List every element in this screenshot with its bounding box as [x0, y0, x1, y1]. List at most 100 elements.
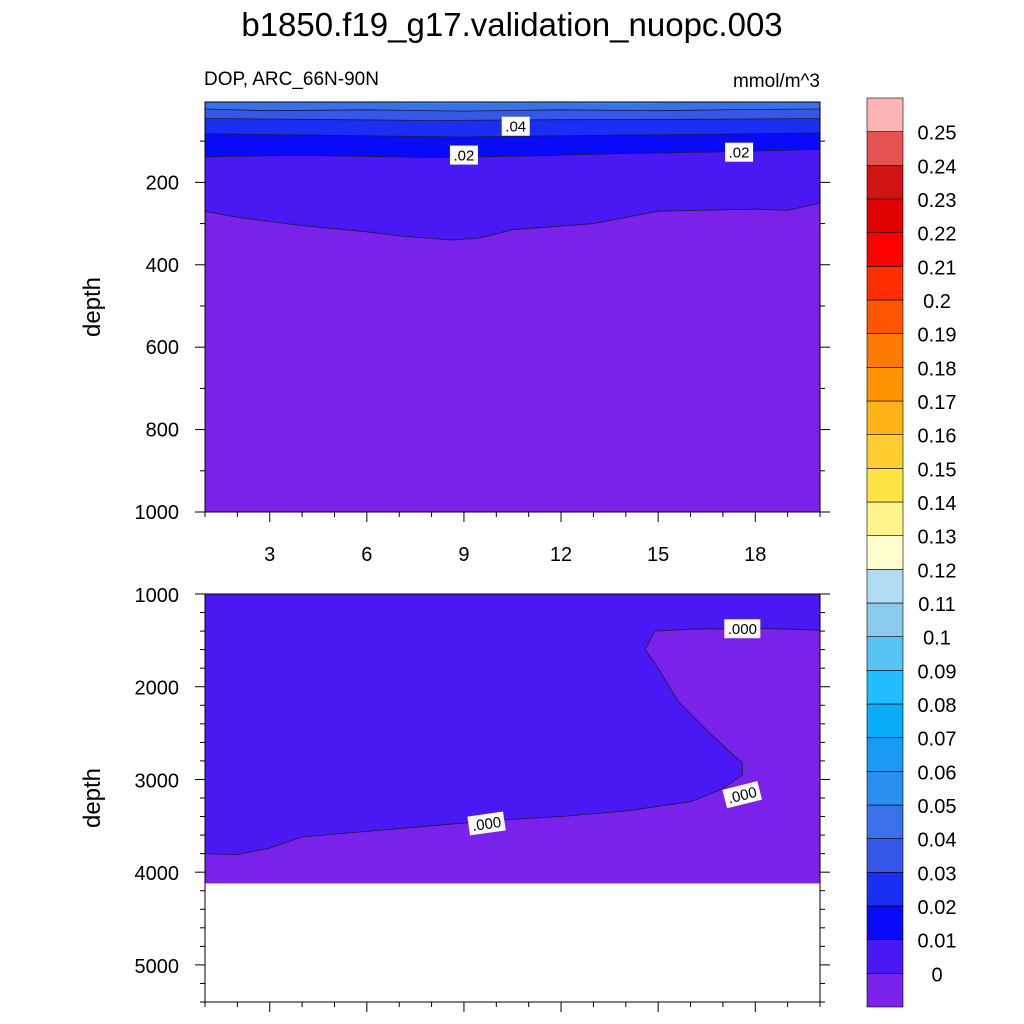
colorbar-label: 0	[931, 964, 942, 986]
colorbar-label: 0.09	[918, 661, 957, 683]
upper-contour-line-1	[204, 202, 821, 241]
colorbar-swatch	[866, 333, 904, 368]
upper-contour-label: .02	[454, 148, 475, 165]
colorbar-swatch	[866, 468, 904, 503]
colorbar-label: 0.25	[918, 123, 957, 145]
upper-xtick-label: 6	[361, 544, 372, 566]
figure-title: b1850.f19_g17.validation_nuopc.003	[241, 6, 782, 43]
colorbar-label: 0.2	[923, 291, 951, 313]
colorbar-swatch	[866, 232, 904, 267]
upper-xtick-label: 18	[744, 544, 766, 566]
colorbar-label: 0.01	[918, 931, 957, 953]
upper-xtick-label: 3	[264, 544, 275, 566]
upper-ytick-label: 800	[146, 420, 179, 442]
colorbar-label: 0.16	[918, 426, 957, 448]
upper-xtick-label: 12	[550, 544, 572, 566]
colorbar-label: 0.22	[918, 224, 957, 246]
upper-ytick-label: 200	[146, 172, 179, 194]
lower-contour-label-group: .000	[467, 811, 506, 836]
colorbar-label: 0.02	[918, 897, 957, 919]
colorbar-label: 0.13	[918, 527, 957, 549]
lower-contour-label-group: .000	[722, 781, 762, 809]
colorbar-label: 0.07	[918, 729, 957, 751]
colorbar-label: 0.19	[918, 325, 957, 347]
colorbar-swatch	[866, 872, 904, 907]
lower-zero-contour-line	[204, 627, 821, 856]
colorbar-swatch	[866, 97, 904, 132]
upper-contour-panel: 200 400 600 800 1000 3 6 9 12 15 18 depth .04 .02 .02	[79, 101, 830, 566]
upper-xtick-label: 9	[458, 544, 469, 566]
colorbar-label: 0.12	[918, 560, 957, 582]
upper-contour-line-3	[204, 132, 821, 138]
upper-contour-label-box	[501, 116, 530, 136]
upper-xtick-label: 15	[647, 544, 669, 566]
colorbar-label: 0.04	[918, 830, 957, 852]
upper-contour-label-box	[449, 145, 478, 165]
colorbar-swatch	[866, 737, 904, 772]
colorbar-label: 0.23	[918, 190, 957, 212]
upper-contour-line-4	[204, 118, 821, 121]
colorbar-swatch	[866, 501, 904, 536]
colorbar-label: 0.17	[918, 392, 957, 414]
colorbar-swatch	[866, 198, 904, 233]
upper-ytick-label: 400	[146, 255, 179, 277]
colorbar-swatch	[866, 804, 904, 839]
lower-contour-label: .000	[726, 784, 758, 808]
lower-contour-label: .000	[471, 814, 502, 835]
colorbar-swatch	[866, 266, 904, 301]
upper-ylabel: depth	[79, 277, 106, 337]
colorbar-label: 0.11	[918, 594, 955, 616]
colorbar-label: 0.21	[918, 257, 957, 279]
upper-contour-label-box	[725, 142, 754, 162]
upper-contour-line-2	[204, 149, 821, 159]
colorbar-label: 0.08	[918, 695, 957, 717]
upper-surface-fill	[205, 102, 820, 105]
lower-contour-label-group: .000	[724, 619, 761, 639]
colorbar-swatch	[866, 400, 904, 435]
colorbar-swatch	[866, 434, 904, 469]
lower-ytick-label: 4000	[135, 863, 180, 885]
colorbar-swatch	[866, 299, 904, 334]
colorbar-label: 0.18	[918, 358, 957, 380]
colorbar-label: 0.24	[918, 156, 957, 178]
upper-frame	[204, 101, 821, 513]
colorbar-label: 0.15	[918, 459, 957, 481]
colorbar-label: 0.06	[918, 762, 957, 784]
colorbar-label: 0.1	[923, 628, 951, 650]
colorbar-swatch	[866, 670, 904, 705]
colorbar-swatch	[866, 703, 904, 738]
lower-ytick-label: 3000	[135, 770, 180, 792]
colorbar-swatch	[866, 602, 904, 637]
colorbar-swatch	[866, 165, 904, 200]
colorbar-swatch	[866, 939, 904, 974]
lower-ytick-label: 5000	[135, 956, 180, 978]
variable-region-label: DOP, ARC_66N-90N	[204, 69, 379, 90]
upper-contour-label: .02	[729, 145, 750, 162]
upper-contour-fill-5	[205, 102, 820, 112]
lower-contour-label-box	[724, 619, 761, 639]
upper-ytick-label: 600	[146, 337, 179, 359]
colorbar-swatch	[866, 535, 904, 570]
lower-ytick-label: 2000	[135, 678, 180, 700]
colorbar-swatch	[866, 973, 904, 1008]
upper-contour-label: .04	[505, 119, 526, 136]
colorbar-swatch	[866, 771, 904, 806]
units-label: mmol/m^3	[733, 71, 820, 92]
colorbar-swatch	[866, 838, 904, 873]
lower-contour-label-box	[467, 811, 506, 836]
lower-ylabel: depth	[79, 768, 106, 828]
colorbar-swatch	[866, 636, 904, 671]
colorbar-swatch	[866, 905, 904, 940]
colorbar-label: 0.05	[918, 796, 957, 818]
lower-contour-label: .000	[728, 621, 757, 638]
upper-ytick-label: 1000	[135, 502, 180, 524]
upper-contour-line-5	[204, 108, 821, 112]
lower-contour-panel: 1000 2000 3000 4000 5000 depth .000 .000 .000	[79, 585, 830, 1012]
colorbar: 0 0.01 0.02 0.03 0.04 0.05 0.06 0.07 0.08 0.09 0.1…	[866, 97, 957, 1008]
colorbar-swatch	[866, 367, 904, 402]
lower-ytick-label: 1000	[135, 585, 180, 607]
colorbar-label: 0.14	[918, 493, 957, 515]
colorbar-swatch	[866, 131, 904, 166]
colorbar-label: 0.03	[918, 863, 957, 885]
